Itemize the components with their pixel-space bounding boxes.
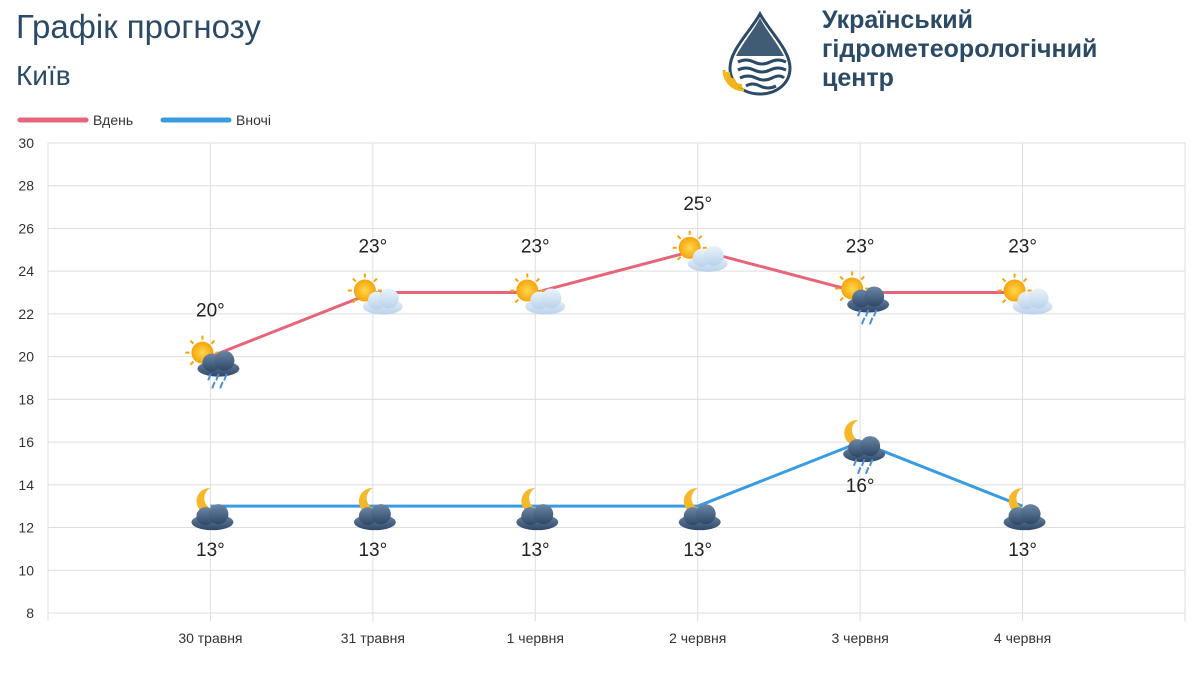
x-tick-label: 31 травня bbox=[341, 630, 405, 646]
x-axis: 30 травня 31 травня 1 червня 2 червня 3 черв… bbox=[178, 630, 1051, 646]
day-temperature-line bbox=[209, 248, 1023, 359]
night-temperature-label: 13° bbox=[196, 540, 225, 561]
sun-cloud-icon bbox=[998, 274, 1053, 315]
x-tick-label: 30 травня bbox=[178, 630, 242, 646]
night-temperature-label: 13° bbox=[521, 540, 550, 561]
org-name-line-3: центр bbox=[822, 64, 894, 92]
night-temperature-line bbox=[210, 440, 1024, 508]
y-tick-label: 18 bbox=[18, 391, 34, 407]
day-temperature-label: 23° bbox=[521, 237, 550, 258]
day-temperature-label: 23° bbox=[1008, 237, 1037, 258]
org-name-line-2: гідрометеорологічний bbox=[822, 35, 1098, 63]
org-name: Український гідрометеорологічний центр bbox=[822, 6, 1182, 93]
moon-cloud-icon bbox=[354, 488, 396, 530]
sun-cloud-icon bbox=[510, 274, 565, 315]
moon-cloud-icon bbox=[1004, 488, 1046, 530]
city-name: Київ bbox=[16, 60, 71, 91]
night-temperature-label: 13° bbox=[358, 540, 387, 561]
y-tick-label: 28 bbox=[18, 178, 34, 194]
moon-cloud-icon bbox=[679, 488, 721, 530]
y-axis: 8 10 12 14 16 18 20 22 24 26 28 30 bbox=[18, 135, 34, 621]
y-tick-label: 20 bbox=[18, 349, 34, 365]
sun-cloud-icon bbox=[673, 231, 728, 272]
legend-night-label: Вночі bbox=[236, 112, 271, 128]
moon-cloud-icon bbox=[191, 488, 233, 530]
y-tick-label: 10 bbox=[18, 562, 34, 578]
page-title: Графік прогнозу bbox=[16, 8, 261, 45]
moon-cloud-rain-icon bbox=[843, 420, 885, 473]
night-temperature-label: 16° bbox=[846, 476, 875, 497]
night-temperature-label: 13° bbox=[1008, 540, 1037, 561]
sun-cloud-rain-icon bbox=[835, 272, 889, 324]
y-tick-label: 26 bbox=[18, 220, 34, 236]
sun-cloud-rain-icon bbox=[185, 336, 239, 388]
moon-cloud-icon bbox=[516, 488, 558, 530]
x-tick-label: 2 червня bbox=[669, 630, 726, 646]
chart-series: 20° 23° 23° 25° 23° 23° 13° 13° 13° 13° 16° 13° bbox=[185, 194, 1052, 561]
y-tick-label: 12 bbox=[18, 520, 34, 536]
y-tick-label: 30 bbox=[18, 135, 34, 151]
x-tick-label: 3 червня bbox=[831, 630, 888, 646]
day-temperature-label: 20° bbox=[196, 301, 225, 322]
day-temperature-label: 25° bbox=[683, 194, 712, 215]
y-tick-label: 8 bbox=[26, 605, 34, 621]
night-temperature-label: 13° bbox=[683, 540, 712, 561]
org-logo: Український гідрометеорологічний центр bbox=[720, 6, 1190, 101]
y-tick-label: 16 bbox=[18, 434, 34, 450]
chart-grid bbox=[47, 142, 1186, 621]
drop-logo-icon bbox=[722, 10, 792, 96]
day-temperature-label: 23° bbox=[358, 237, 387, 258]
day-temperature-label: 23° bbox=[846, 237, 875, 258]
chart-legend: Вдень Вночі bbox=[17, 112, 271, 128]
legend-day-label: Вдень bbox=[93, 112, 133, 128]
y-tick-label: 14 bbox=[18, 477, 34, 493]
sun-cloud-icon bbox=[348, 274, 403, 315]
forecast-chart: Вдень Вночі 8 10 12 14 16 18 20 22 24 26 28 30 30 т… bbox=[17, 112, 1186, 646]
x-tick-label: 4 червня bbox=[994, 630, 1051, 646]
y-tick-label: 24 bbox=[18, 263, 34, 279]
y-tick-label: 22 bbox=[18, 306, 34, 322]
x-tick-label: 1 червня bbox=[507, 630, 564, 646]
org-name-line-1: Український bbox=[822, 6, 973, 34]
